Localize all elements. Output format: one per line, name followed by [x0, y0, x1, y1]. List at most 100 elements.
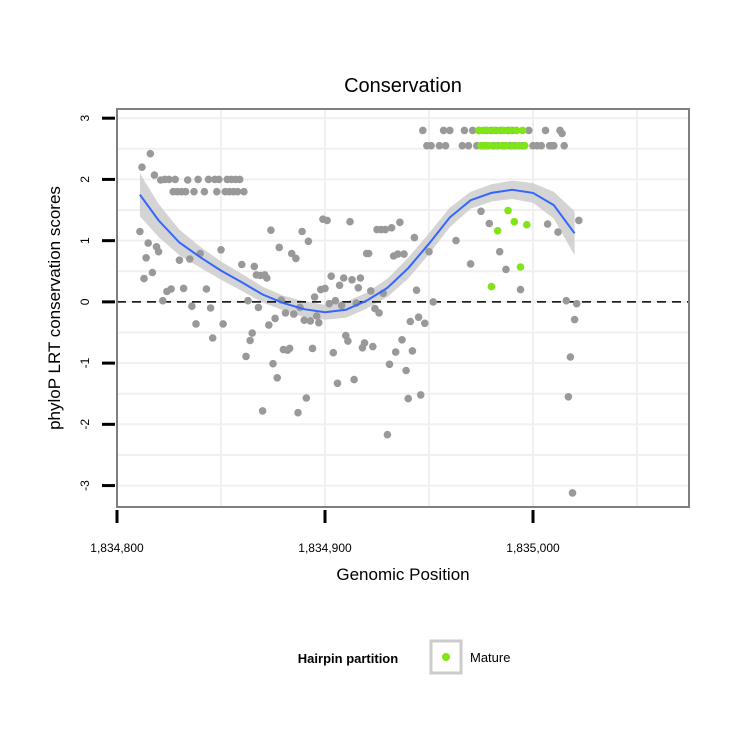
data-point-other — [273, 374, 282, 382]
data-point-other — [333, 379, 342, 388]
data-point-other — [304, 237, 313, 246]
data-point-mature — [502, 141, 510, 150]
panel-border — [116, 108, 690, 508]
data-point-other — [140, 274, 148, 283]
data-point-other — [238, 260, 246, 269]
data-point-mature — [516, 263, 525, 271]
data-point-other — [235, 175, 244, 184]
data-point-other — [144, 239, 152, 247]
data-point-other — [458, 141, 467, 150]
points-mature-layer — [475, 126, 531, 291]
data-point-other — [308, 344, 317, 353]
data-point-other — [300, 316, 309, 325]
data-point-other — [315, 318, 323, 327]
data-point-other — [562, 296, 571, 305]
data-point-other — [394, 250, 402, 258]
data-point-other — [369, 342, 377, 351]
data-point-other — [248, 329, 256, 337]
y-axis: -3 -2 -1 0 1 2 3 — [78, 115, 115, 491]
data-point-other — [167, 285, 175, 293]
y-tick-label: -1 — [78, 357, 92, 368]
data-point-other — [344, 337, 352, 345]
data-point-other — [485, 219, 494, 228]
data-point-other — [364, 249, 373, 258]
data-point-other — [435, 141, 444, 150]
data-point-other — [306, 317, 315, 325]
data-point-mature — [500, 126, 508, 135]
data-point-other — [165, 175, 173, 184]
chart-title: Conservation — [344, 75, 462, 97]
data-point-mature — [512, 126, 521, 135]
data-point-other — [406, 317, 415, 326]
data-point-other — [275, 243, 284, 252]
data-point-other — [181, 187, 190, 196]
data-point-other — [398, 336, 406, 344]
data-point-mature — [483, 126, 492, 135]
confidence-band — [139, 173, 575, 320]
data-point-other — [477, 207, 485, 216]
data-point-other — [348, 276, 356, 284]
x-axis: 1,834,800 1,834,900 1,835,000 — [90, 510, 560, 555]
data-point-other — [541, 126, 550, 135]
data-point-other — [404, 394, 413, 403]
data-point-other — [233, 187, 242, 196]
data-point-other — [381, 225, 390, 234]
data-point-other — [429, 298, 438, 306]
data-point-other — [410, 233, 419, 242]
data-point-other — [271, 314, 279, 323]
x-axis-title: Genomic Position — [336, 565, 469, 584]
data-point-other — [204, 175, 213, 184]
data-point-other — [572, 299, 581, 308]
data-point-other — [408, 347, 417, 355]
data-point-other — [206, 304, 215, 312]
data-point-other — [360, 339, 369, 347]
data-point-other — [416, 391, 425, 399]
data-point-other — [159, 296, 167, 305]
data-point-other — [367, 287, 375, 295]
data-point-other — [460, 126, 469, 135]
data-point-other — [200, 187, 209, 196]
data-point-other — [179, 284, 188, 293]
data-point-other — [566, 353, 575, 361]
data-point-other — [502, 265, 510, 274]
data-point-other — [452, 236, 460, 245]
data-point-other — [194, 175, 202, 184]
data-point-mature — [491, 141, 500, 150]
data-point-other — [254, 303, 263, 312]
data-point-other — [323, 216, 331, 225]
x-tick-label: 1,834,900 — [298, 541, 352, 555]
data-point-other — [427, 141, 435, 150]
y-tick-label: 0 — [78, 298, 92, 305]
data-point-other — [242, 352, 250, 361]
data-point-other — [543, 220, 552, 228]
data-point-other — [400, 250, 408, 258]
data-point-other — [215, 175, 223, 184]
confidence-band-layer — [139, 173, 575, 320]
data-point-other — [202, 285, 211, 293]
data-point-mature — [514, 141, 523, 150]
y-tick-label: -3 — [78, 480, 92, 491]
data-point-other — [269, 359, 277, 368]
data-point-other — [354, 284, 363, 292]
data-point-other — [292, 254, 300, 263]
data-point-other — [441, 141, 450, 150]
data-point-other — [183, 176, 192, 184]
data-point-other — [537, 141, 546, 150]
data-point-other — [146, 149, 155, 158]
data-point-other — [208, 334, 217, 342]
data-point-other — [525, 126, 533, 135]
data-point-other — [267, 226, 275, 234]
data-point-other — [192, 320, 200, 328]
data-point-other — [290, 310, 298, 318]
data-point-other — [142, 253, 150, 262]
data-point-other — [331, 296, 340, 305]
data-point-other — [564, 393, 573, 401]
smooth-fit-line — [139, 188, 576, 314]
legend-mature-swatch — [442, 653, 450, 661]
legend-title: Hairpin partition — [298, 651, 398, 666]
y-tick-label: 3 — [78, 115, 92, 122]
data-point-other — [560, 141, 568, 150]
data-point-other — [188, 302, 196, 311]
data-point-other — [258, 407, 267, 415]
